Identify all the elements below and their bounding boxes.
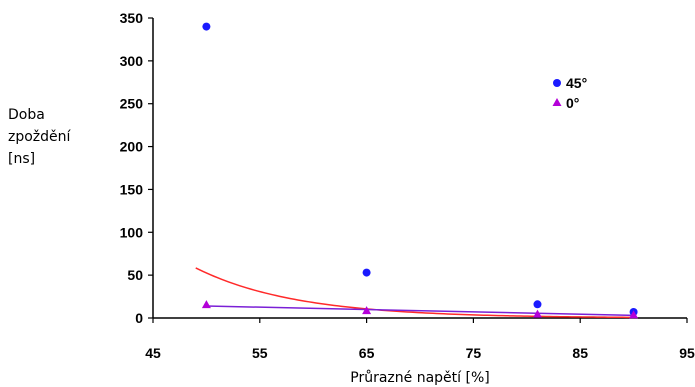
point-0 (201, 300, 211, 309)
point-45 (362, 268, 371, 277)
x-tick-label: 55 (252, 345, 268, 361)
y-tick-label: 100 (120, 224, 144, 240)
point-0 (532, 309, 542, 318)
y-axis-title: Doba zpoždění [ns] (8, 107, 72, 167)
y-tick-label: 300 (120, 53, 144, 69)
x-axis-title: Průrazné napětí [%] (350, 370, 489, 386)
legend-label: 0° (566, 95, 579, 111)
plot-area (152, 18, 687, 319)
trendlines (195, 267, 634, 319)
legend-marker-0 (552, 98, 562, 106)
x-ticks: 45 55 65 75 85 95 (145, 318, 695, 361)
legend: 45°0° (552, 75, 587, 111)
point-0 (629, 310, 639, 319)
x-tick-label: 45 (145, 345, 161, 361)
point-45 (202, 22, 211, 31)
legend-marker-45 (553, 79, 561, 87)
x-tick-label: 75 (466, 345, 482, 361)
y-axis-title-line: zpoždění (8, 129, 72, 145)
x-tick-label: 85 (572, 345, 588, 361)
x-tick-label: 95 (679, 345, 695, 361)
y-tick-label: 50 (127, 267, 143, 283)
y-axis-title-line: Doba (8, 107, 45, 123)
trendline-45 (195, 267, 634, 319)
point-0 (362, 306, 372, 315)
y-ticks: 0 50 100 150 200 250 300 350 (120, 10, 153, 326)
trendline-0 (206, 305, 634, 317)
y-tick-label: 250 (120, 96, 144, 112)
x-tick-label: 65 (359, 345, 375, 361)
y-tick-label: 200 (120, 139, 144, 155)
point-45 (533, 300, 542, 309)
y-tick-label: 150 (120, 181, 144, 197)
y-tick-label: 0 (135, 310, 143, 326)
data-points (201, 22, 639, 319)
y-axis-title-line: [ns] (8, 151, 35, 167)
legend-label: 45° (566, 75, 587, 91)
y-tick-label: 350 (120, 10, 144, 26)
